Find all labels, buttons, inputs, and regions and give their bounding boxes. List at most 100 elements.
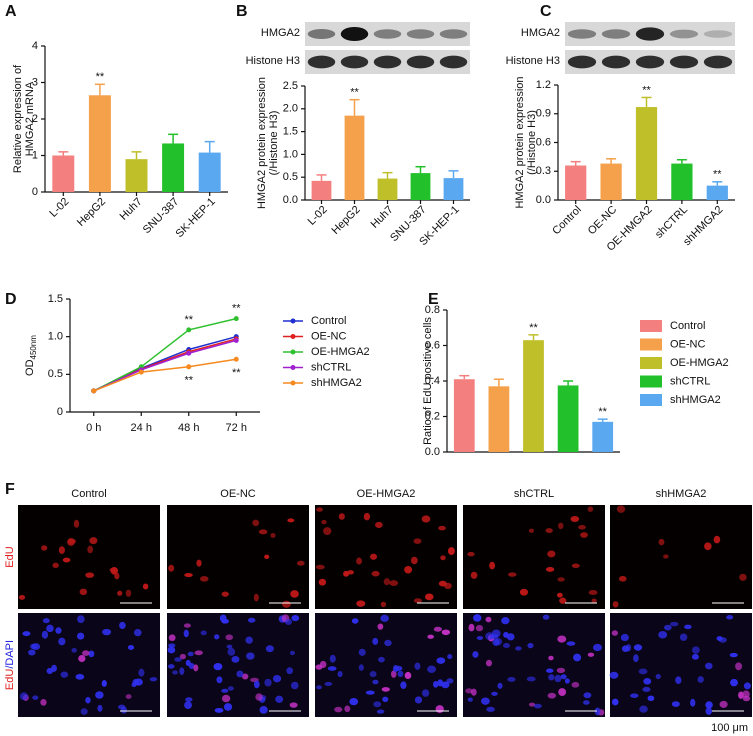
blot-band bbox=[373, 55, 402, 69]
nucleus bbox=[334, 706, 343, 713]
nucleus bbox=[18, 594, 26, 600]
y-tick-label: 1.5 bbox=[48, 293, 63, 305]
nucleus bbox=[88, 650, 95, 658]
micrograph bbox=[315, 505, 457, 609]
nucleus bbox=[684, 624, 692, 630]
bar bbox=[592, 421, 614, 452]
nucleus bbox=[372, 679, 379, 685]
y-tick-label: 0.3 bbox=[536, 165, 551, 177]
nucleus bbox=[324, 681, 333, 687]
micrograph-bg bbox=[315, 505, 457, 609]
nucleus bbox=[560, 674, 567, 680]
nucleus bbox=[545, 528, 553, 534]
bar bbox=[635, 107, 658, 200]
blot-label: Histone H3 bbox=[246, 55, 300, 67]
nucleus bbox=[410, 556, 418, 565]
nucleus bbox=[519, 588, 529, 596]
nucleus bbox=[675, 676, 682, 684]
nucleus bbox=[658, 538, 665, 546]
nucleus bbox=[735, 662, 743, 671]
error-bar bbox=[415, 165, 426, 174]
nucleus bbox=[503, 631, 509, 638]
blot-band bbox=[340, 55, 369, 69]
nucleus bbox=[337, 670, 343, 678]
nucleus bbox=[286, 667, 294, 675]
nucleus bbox=[570, 516, 580, 523]
x-tick-label: L-02 bbox=[47, 196, 71, 220]
x-tick-label: HepG2 bbox=[330, 204, 363, 237]
nucleus bbox=[41, 545, 48, 551]
micrograph bbox=[18, 613, 160, 717]
legend-label: OE-HMGA2 bbox=[311, 346, 370, 358]
panel-label: E bbox=[428, 291, 439, 308]
nucleus bbox=[491, 691, 498, 696]
blot-band bbox=[669, 55, 699, 69]
nucleus bbox=[669, 621, 679, 627]
nucleus bbox=[131, 682, 137, 688]
nucleus bbox=[187, 651, 194, 657]
nucleus bbox=[527, 642, 534, 649]
y-tick-label: 0.8 bbox=[425, 304, 440, 316]
nucleus bbox=[213, 634, 220, 640]
blot-band bbox=[601, 29, 631, 39]
nucleus bbox=[110, 566, 118, 575]
nucleus bbox=[60, 671, 69, 678]
nucleus bbox=[19, 692, 28, 701]
nucleus bbox=[413, 598, 422, 604]
nucleus bbox=[705, 701, 713, 709]
nucleus bbox=[184, 572, 193, 578]
legend-marker bbox=[290, 334, 296, 339]
nucleus bbox=[370, 553, 378, 560]
legend-swatch bbox=[640, 320, 662, 332]
nucleus bbox=[125, 589, 132, 597]
legend-marker bbox=[290, 349, 296, 355]
nucleus bbox=[76, 632, 85, 640]
point bbox=[186, 350, 192, 356]
x-tick-label: 48 h bbox=[178, 422, 199, 434]
nucleus bbox=[545, 566, 555, 572]
nucleus bbox=[296, 560, 305, 566]
x-tick-label: 24 h bbox=[131, 422, 152, 434]
nucleus bbox=[697, 676, 704, 683]
nucleus bbox=[95, 691, 104, 699]
nucleus bbox=[594, 707, 601, 716]
legend-label: OE-NC bbox=[311, 330, 347, 342]
nucleus bbox=[630, 693, 639, 698]
bar bbox=[443, 178, 464, 200]
nucleus bbox=[216, 676, 223, 684]
nucleus bbox=[427, 634, 434, 639]
micrograph bbox=[315, 613, 457, 717]
nucleus bbox=[507, 677, 516, 682]
nucleus bbox=[372, 637, 379, 645]
nucleus bbox=[548, 674, 555, 681]
nucleus bbox=[168, 634, 176, 642]
blot-band bbox=[601, 55, 631, 69]
line bbox=[93, 317, 237, 392]
nucleus bbox=[437, 679, 444, 687]
y-axis-label: Relative expression of bbox=[12, 64, 24, 173]
nucleus bbox=[349, 697, 359, 706]
nucleus bbox=[338, 513, 345, 520]
significance: ** bbox=[96, 71, 105, 83]
y-tick-label: 2.5 bbox=[283, 80, 298, 92]
nucleus bbox=[526, 676, 536, 682]
nucleus bbox=[174, 657, 182, 662]
nucleus bbox=[284, 618, 293, 626]
y-tick-label: 0.4 bbox=[425, 375, 440, 387]
nucleus bbox=[380, 614, 389, 622]
y-tick-label: 0.2 bbox=[425, 410, 440, 422]
nucleus bbox=[58, 637, 66, 646]
nucleus bbox=[497, 682, 503, 689]
nucleus bbox=[626, 644, 632, 652]
row-label-part: /DAPI bbox=[4, 640, 16, 669]
nucleus bbox=[316, 507, 323, 512]
error-bar bbox=[570, 160, 581, 166]
error-bar bbox=[349, 98, 360, 116]
nucleus bbox=[554, 674, 562, 683]
nucleus bbox=[571, 563, 580, 569]
legend-label: OE-NC bbox=[670, 338, 706, 350]
row-label: EdU/DAPI bbox=[4, 640, 16, 690]
nucleus bbox=[226, 644, 233, 649]
nucleus bbox=[351, 618, 359, 624]
nucleus bbox=[127, 645, 135, 651]
